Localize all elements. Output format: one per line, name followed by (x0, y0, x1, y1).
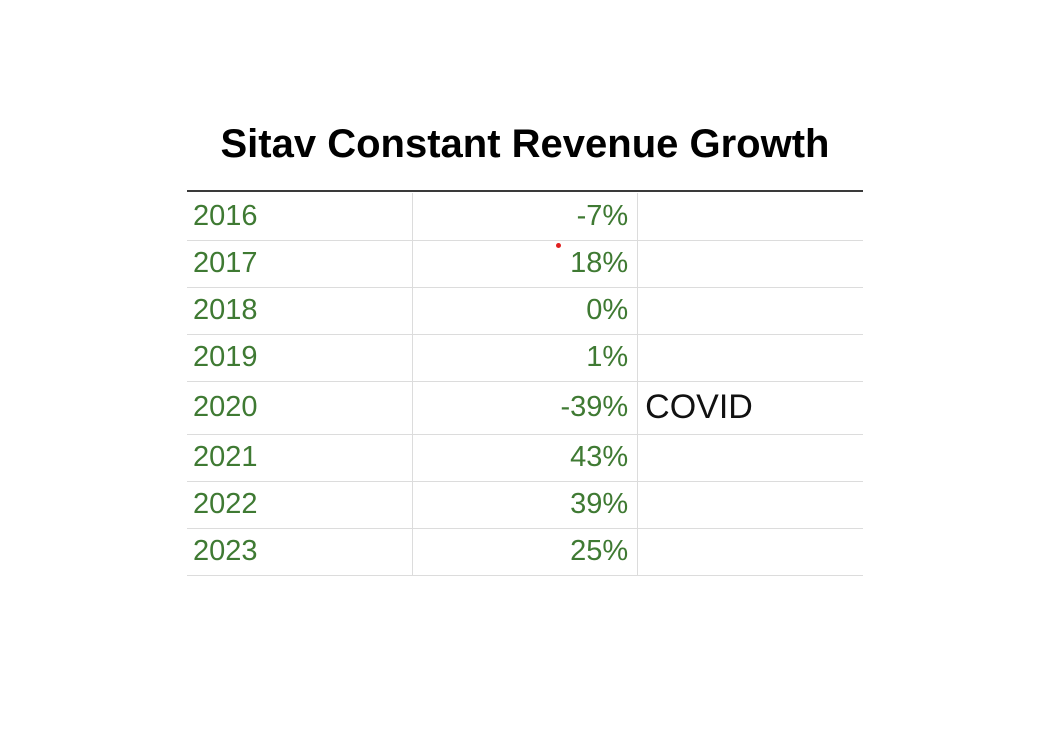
note-cell[interactable] (637, 240, 863, 288)
note-cell[interactable]: COVID (637, 381, 863, 435)
note-cell[interactable] (637, 481, 863, 529)
growth-cell[interactable]: 0% (412, 287, 639, 335)
growth-cell[interactable]: 18% (412, 240, 639, 288)
growth-cell[interactable]: 43% (412, 434, 639, 482)
growth-table: 2016 -7% 2017 18% 2018 0% 2019 1% 2020 -39% COVID 2… (187, 190, 863, 576)
red-dot-marker (556, 243, 561, 248)
growth-table-container: 2016 -7% 2017 18% 2018 0% 2019 1% 2020 -39% COVID 2… (187, 190, 863, 576)
year-cell[interactable]: 2016 (187, 193, 413, 241)
year-cell[interactable]: 2021 (187, 434, 413, 482)
note-cell[interactable] (637, 334, 863, 382)
table-row: 2023 25% (187, 528, 863, 576)
table-row: 2022 39% (187, 481, 863, 529)
growth-cell[interactable]: 39% (412, 481, 639, 529)
table-row: 2020 -39% COVID (187, 381, 863, 435)
header-rule (187, 190, 863, 193)
note-cell[interactable] (637, 434, 863, 482)
year-cell[interactable]: 2017 (187, 240, 413, 288)
year-cell[interactable]: 2022 (187, 481, 413, 529)
table-row: 2019 1% (187, 334, 863, 382)
note-cell[interactable] (637, 193, 863, 241)
growth-cell[interactable]: 25% (412, 528, 639, 576)
table-header (187, 190, 863, 193)
year-cell[interactable]: 2018 (187, 287, 413, 335)
table-row: 2017 18% (187, 240, 863, 288)
table-row: 2018 0% (187, 287, 863, 335)
table-title: Sitav Constant Revenue Growth (220, 122, 830, 166)
table-body: 2016 -7% 2017 18% 2018 0% 2019 1% 2020 -39% COVID 2… (187, 193, 863, 576)
note-cell[interactable] (637, 287, 863, 335)
growth-cell[interactable]: -39% (412, 381, 639, 435)
year-cell[interactable]: 2020 (187, 381, 413, 435)
table-row: 2016 -7% (187, 193, 863, 241)
growth-cell[interactable]: 1% (412, 334, 639, 382)
year-cell[interactable]: 2019 (187, 334, 413, 382)
year-cell[interactable]: 2023 (187, 528, 413, 576)
note-cell[interactable] (637, 528, 863, 576)
table-row: 2021 43% (187, 434, 863, 482)
growth-cell[interactable]: -7% (412, 193, 639, 241)
